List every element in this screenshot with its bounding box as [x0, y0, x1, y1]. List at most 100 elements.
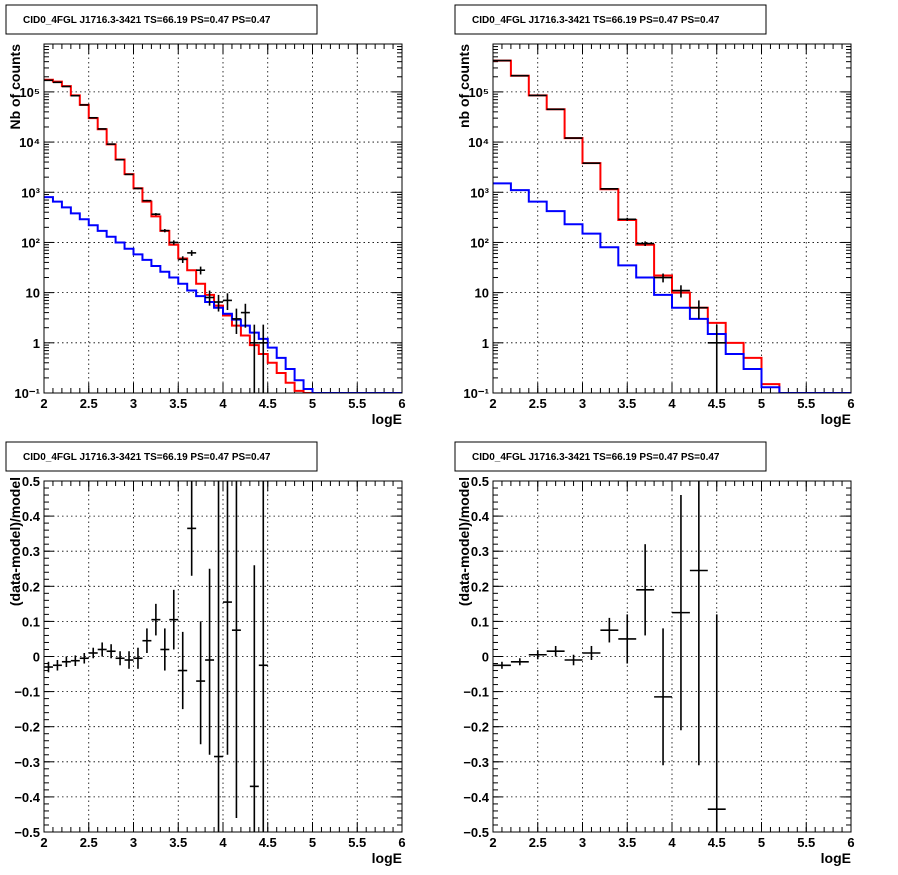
data-point — [258, 481, 268, 832]
y-tick-label: −0.3 — [463, 755, 489, 770]
panel-4-plot: 2 2.5 3 3.5 4 4.5 5 5.5 6 −0.5 −0.4 −0.3 −0.2 −0.1 0 0.… — [463, 474, 854, 850]
data-point — [600, 617, 619, 643]
y-tick-label: 10² — [21, 235, 40, 250]
data-point — [672, 285, 690, 298]
data-point — [493, 661, 511, 669]
data-point — [88, 647, 98, 659]
data-point — [196, 621, 206, 745]
y-tick-label: −0.1 — [463, 685, 489, 700]
y-tick-label: 10⁴ — [468, 135, 489, 150]
x-tick-label: 5.5 — [348, 396, 366, 411]
y-tick-label: 0.1 — [22, 614, 40, 629]
x-tick-label: 2 — [40, 396, 47, 411]
y-tick-label: −0.2 — [463, 720, 489, 735]
y-tick-label: −0.1 — [14, 685, 40, 700]
panel-2-title-box — [454, 4, 767, 35]
x-tick-label: 4.5 — [259, 396, 277, 411]
data-point — [240, 303, 250, 328]
x-tick-label: 4.5 — [708, 835, 726, 850]
data-point — [231, 308, 241, 334]
data-point — [564, 654, 583, 666]
x-tick-label: 4.5 — [708, 396, 726, 411]
data-point — [636, 241, 655, 246]
data-point — [689, 481, 708, 766]
model-total-step-line — [44, 78, 402, 393]
data-point — [214, 294, 223, 312]
panel-1-plot: 2 2.5 3 3.5 4 4.5 5 5.5 6 10⁻¹ 1 10 10² 10³ 10⁴ 10⁵ — [14, 43, 406, 411]
y-tick-label: 0 — [33, 650, 40, 665]
y-tick-label: 1 — [482, 336, 489, 351]
x-tick-label: 6 — [847, 835, 854, 850]
y-tick-label: −0.4 — [14, 790, 40, 805]
data-point — [223, 293, 232, 311]
y-tick-label: 10³ — [470, 185, 489, 200]
y-tick-label: 10⁵ — [468, 85, 489, 100]
x-tick-label: 5 — [309, 396, 316, 411]
data-point — [618, 217, 637, 221]
x-tick-label: 4 — [219, 835, 227, 850]
data-point — [214, 481, 223, 832]
plot-frame — [492, 480, 852, 833]
x-tick-label: 6 — [398, 835, 405, 850]
y-tick-label: 0.5 — [22, 474, 40, 489]
y-tick-label: 1 — [33, 336, 40, 351]
data-point — [142, 628, 152, 653]
data-point — [61, 656, 71, 668]
data-point — [231, 481, 241, 818]
data-point — [707, 324, 726, 393]
data-point — [205, 568, 215, 755]
panel-4-title-box — [454, 441, 767, 472]
x-tick-label: 3 — [579, 396, 586, 411]
data-point — [160, 628, 170, 671]
panel-2-plot: 2 2.5 3 3.5 4 4.5 5 5.5 6 10⁻¹ 1 10 10² 10³ 10⁴ 10⁵ — [463, 43, 855, 411]
data-point — [160, 229, 170, 233]
data-point — [546, 645, 565, 657]
data-point — [528, 650, 547, 660]
x-tick-label: 2 — [40, 835, 47, 850]
y-tick-label: 10 — [475, 286, 489, 301]
panel-4-ylabel: (data-model)/model — [456, 477, 472, 606]
y-tick-label: 0.4 — [22, 509, 41, 524]
data-point — [70, 655, 80, 666]
plot-frame — [43, 43, 403, 394]
y-tick-label: 10³ — [21, 185, 40, 200]
x-tick-label: 2.5 — [529, 835, 547, 850]
data-point — [52, 660, 62, 671]
x-tick-label: 4 — [668, 835, 676, 850]
data-point — [510, 658, 529, 666]
x-tick-label: 6 — [398, 396, 405, 411]
x-tick-label: 2.5 — [529, 396, 547, 411]
panel-2-ylabel: nb of counts — [456, 44, 472, 128]
data-point — [258, 324, 268, 393]
data-point — [169, 589, 179, 650]
plot-frame — [492, 43, 852, 394]
y-tick-label: −0.3 — [14, 755, 40, 770]
x-tick-label: 2 — [489, 835, 496, 850]
x-tick-label: 4.5 — [259, 835, 277, 850]
data-point — [582, 645, 601, 661]
x-tick-label: 3.5 — [169, 396, 187, 411]
y-tick-label: 10⁻¹ — [463, 386, 489, 401]
y-tick-label: 10⁴ — [19, 135, 40, 150]
x-tick-label: 5.5 — [797, 396, 815, 411]
data-point — [249, 324, 259, 393]
y-tick-label: 0 — [482, 650, 489, 665]
data-point — [115, 651, 125, 666]
panel-3: CID0_4FGL J1716.3-3421 TS=66.19 PS=0.47 … — [5, 441, 406, 866]
data-point — [97, 642, 107, 657]
y-tick-label: −0.5 — [14, 825, 40, 840]
y-tick-label: 10² — [470, 235, 489, 250]
y-tick-label: −0.2 — [14, 720, 40, 735]
data-point — [178, 631, 188, 710]
plot-content — [44, 78, 402, 393]
plot-content — [493, 59, 851, 393]
data-point — [151, 603, 161, 636]
x-tick-label: 3 — [130, 835, 137, 850]
x-tick-label: 3 — [579, 835, 586, 850]
x-tick-label: 3 — [130, 396, 137, 411]
data-point — [133, 647, 143, 669]
y-tick-label: 0.1 — [471, 614, 489, 629]
y-tick-label: 0.5 — [471, 474, 489, 489]
data-point — [151, 213, 161, 216]
data-point — [133, 187, 143, 190]
